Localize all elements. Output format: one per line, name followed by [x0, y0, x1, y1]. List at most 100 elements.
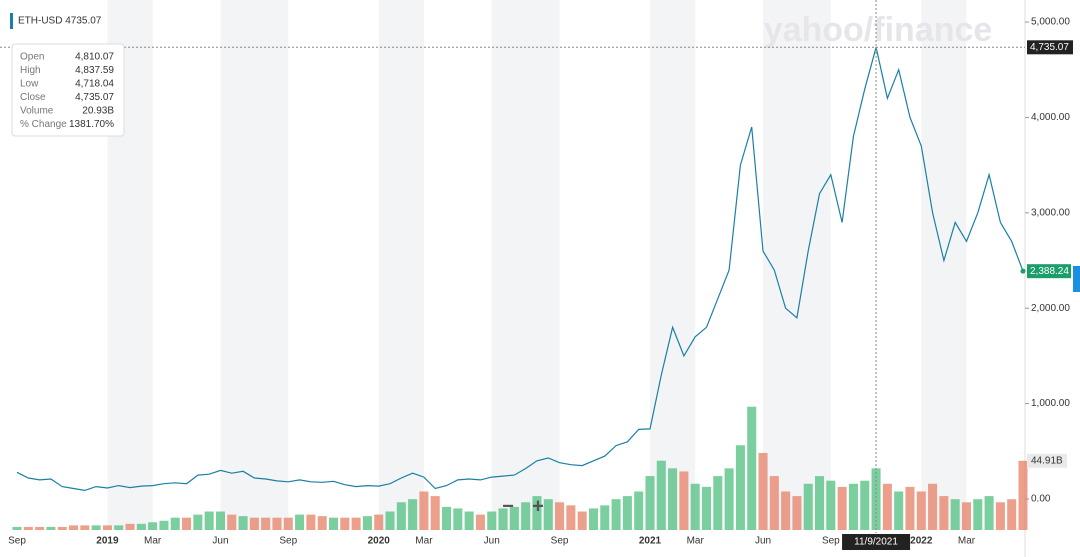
x-tick-label: Jun	[484, 536, 500, 547]
volume-bar	[566, 505, 576, 530]
crosshair-date-bg	[842, 534, 911, 550]
y-tick-label: 4,000.00	[1031, 112, 1070, 123]
x-tick-label: 2019	[96, 536, 119, 547]
x-tick-label: 2020	[368, 536, 391, 547]
volume-bar	[46, 526, 56, 530]
volume-bar	[57, 526, 67, 530]
volume-bar	[622, 496, 632, 530]
zoom-button[interactable]: +	[532, 495, 544, 517]
y-tick-label: 3,000.00	[1031, 207, 1070, 218]
volume-bar	[995, 502, 1005, 530]
volume-bar	[521, 502, 531, 530]
volume-bar	[588, 508, 598, 530]
volume-bar	[645, 476, 655, 530]
y-tick-label: 5,000.00	[1031, 17, 1070, 28]
crosshair-date: 11/9/2021	[854, 537, 898, 548]
volume-bar	[396, 502, 406, 530]
volume-bar	[611, 499, 621, 530]
price-line	[16, 47, 1024, 492]
x-tick-label: Mar	[415, 536, 433, 547]
x-tick-label: Sep	[279, 536, 297, 547]
volume-bar	[701, 486, 712, 530]
volume-bar	[306, 514, 316, 530]
volume-bar	[249, 517, 259, 530]
volume-bar	[498, 508, 508, 530]
volume-bar	[283, 517, 293, 530]
volume-bar	[747, 406, 757, 530]
last-price-label: 2,388.24	[1030, 266, 1069, 277]
volume-bar	[159, 520, 169, 530]
tooltip-label: Close	[20, 92, 46, 103]
volume-bar	[656, 460, 666, 530]
volume-bar	[238, 516, 248, 530]
volume-bar	[35, 526, 45, 530]
chart-title: ETH-USD 4735.07	[18, 16, 102, 27]
side-tab	[1073, 266, 1080, 292]
volume-bar	[215, 511, 225, 530]
y-tick-label: 2,000.00	[1031, 303, 1070, 314]
volume-bar	[68, 525, 79, 530]
volume-bar	[758, 452, 768, 530]
volume-bar	[905, 486, 915, 530]
title-marker	[10, 13, 13, 29]
volume-bar	[826, 480, 836, 530]
band	[378, 0, 424, 530]
volume-bar	[475, 514, 485, 530]
tooltip-value: 4,718.04	[75, 79, 114, 90]
tooltip-value: 1381.70%	[69, 119, 114, 130]
volume-bar	[894, 491, 904, 530]
volume-bar	[815, 476, 825, 530]
volume-bar	[1018, 460, 1028, 530]
volume-bar	[385, 511, 395, 530]
volume-bar	[860, 480, 870, 530]
volume-bar	[928, 483, 938, 530]
volume-bar	[295, 514, 305, 530]
volume-bar	[80, 525, 90, 530]
volume-bar	[328, 517, 339, 530]
volume-bar	[227, 514, 237, 530]
volume-bar	[577, 511, 587, 530]
x-tick-label: Jun	[212, 536, 228, 547]
volume-bar	[916, 491, 926, 530]
volume-bar	[973, 499, 983, 530]
tooltip-label: Volume	[20, 106, 54, 117]
volume-bar	[114, 525, 124, 530]
volume-bar	[837, 486, 847, 530]
volume-bar	[453, 508, 463, 530]
volume-bar	[362, 516, 372, 530]
tooltip-label: Open	[20, 52, 44, 63]
volume-bar	[724, 468, 734, 530]
volume-bar	[769, 476, 779, 530]
volume-bar	[679, 471, 689, 530]
volume-bar	[555, 502, 565, 530]
volume-bar	[182, 517, 192, 530]
volume-bar	[12, 526, 22, 530]
watermark: yahoo/finance	[764, 11, 993, 49]
volume-bar	[317, 516, 327, 530]
volume-bar	[408, 499, 418, 530]
band	[220, 0, 289, 530]
volume-bar	[136, 523, 146, 530]
volume-bar	[91, 525, 101, 530]
crosshair-price: 4,735.07	[1030, 42, 1069, 53]
y-tick-label: 1,000.00	[1031, 398, 1070, 409]
volume-bar	[871, 468, 881, 530]
volume-bar	[430, 496, 440, 530]
volume-bar	[23, 526, 33, 530]
volume-bar	[848, 483, 858, 530]
volume-bar	[261, 517, 271, 530]
volume-bar	[792, 496, 802, 530]
tooltip-box	[11, 43, 125, 137]
tooltip-label: % Change	[20, 119, 67, 130]
volume-bar	[543, 499, 553, 530]
volume-bar	[961, 502, 972, 530]
band	[921, 0, 967, 530]
volume-bar	[690, 483, 700, 530]
band	[763, 0, 831, 530]
volume-bar	[984, 496, 994, 530]
x-tick-label: Mar	[144, 536, 162, 547]
volume-bar	[102, 525, 112, 530]
volume-bar	[125, 523, 135, 530]
zoom-button[interactable]: −	[502, 495, 514, 517]
